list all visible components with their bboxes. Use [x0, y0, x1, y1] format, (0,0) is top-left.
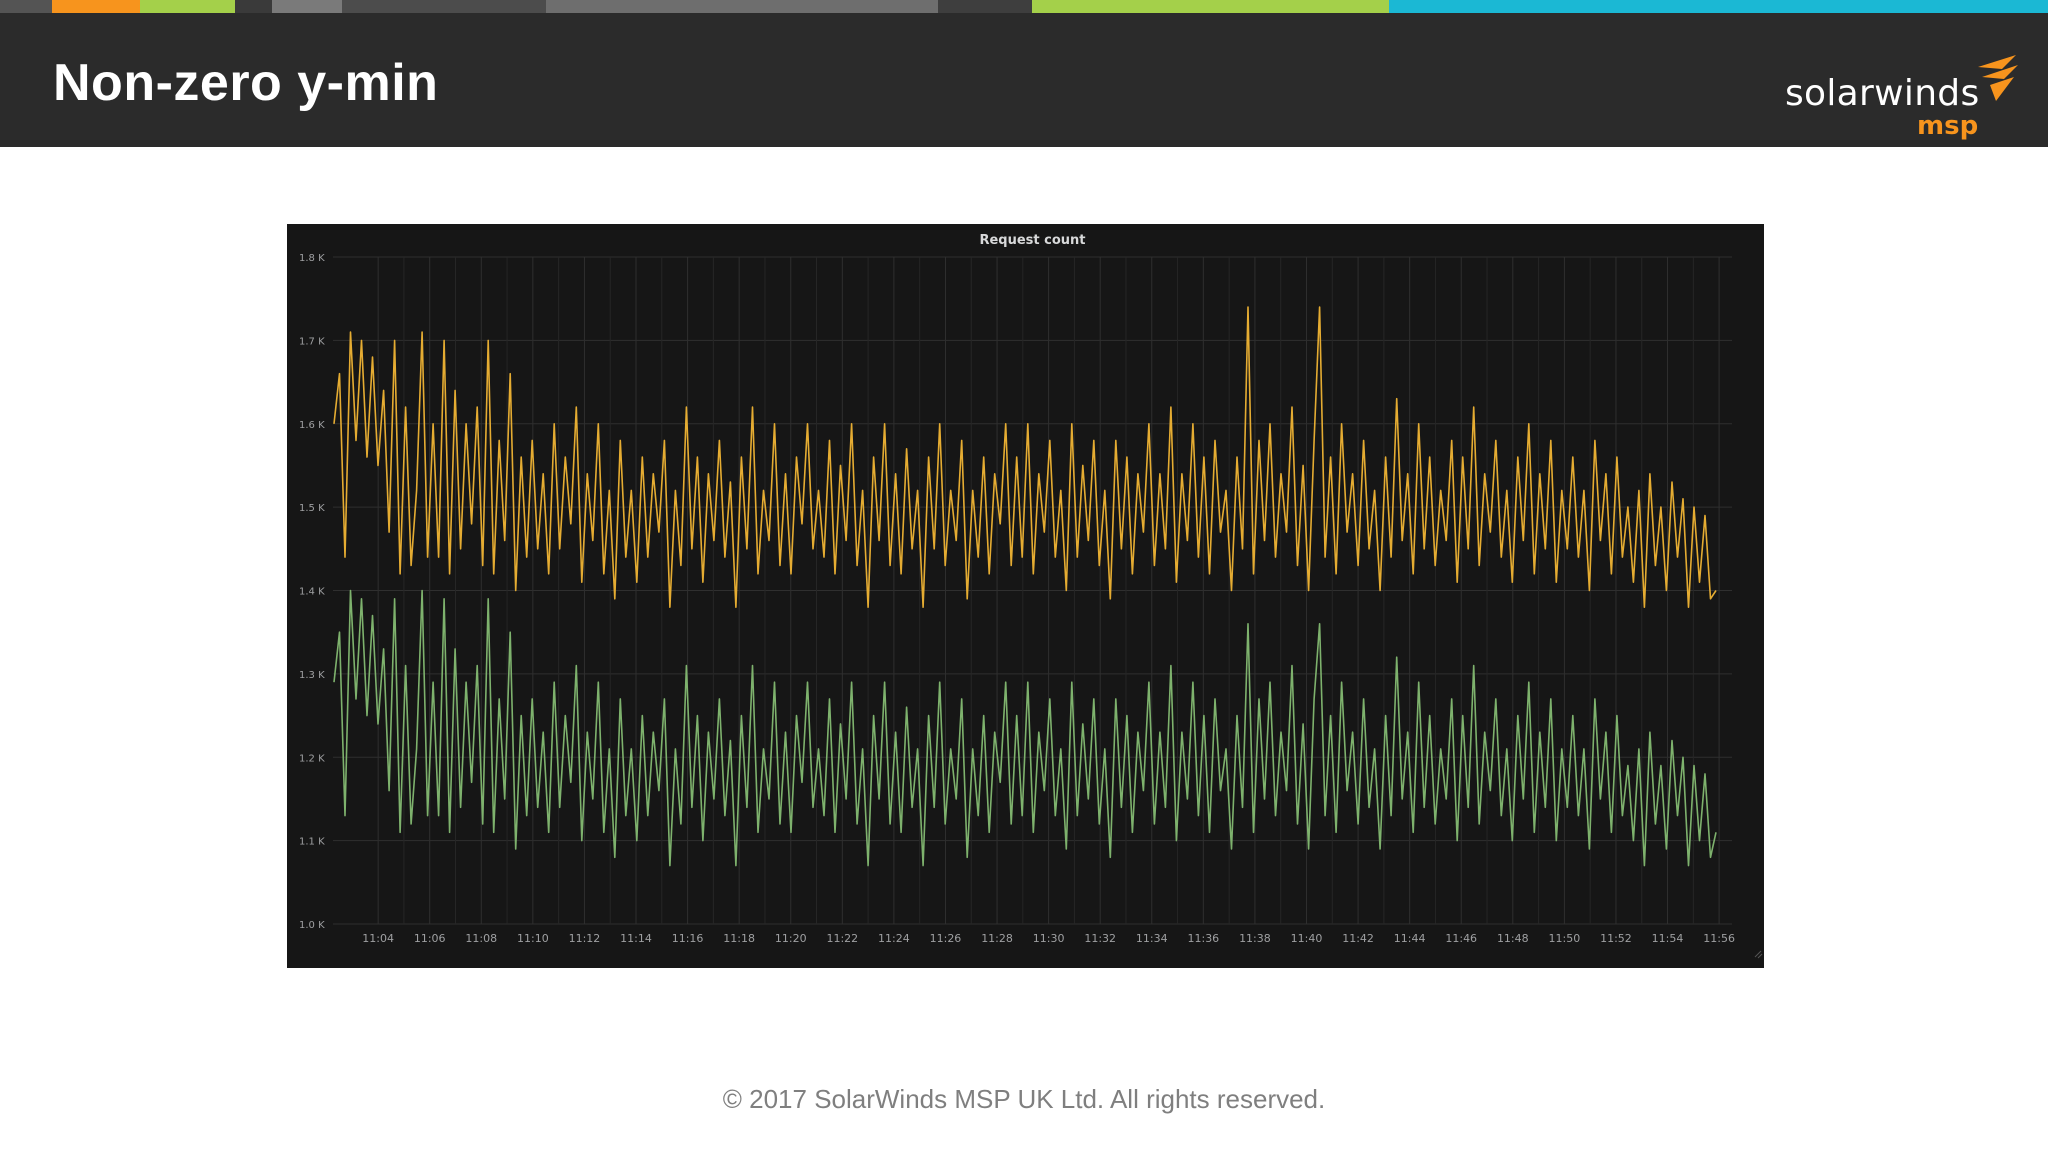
x-tick-label: 11:54 — [1652, 932, 1684, 945]
slide-title: Non-zero y-min — [53, 54, 439, 112]
accent-segment — [1032, 0, 1389, 13]
x-tick-label: 11:34 — [1136, 932, 1168, 945]
x-tick-label: 11:44 — [1394, 932, 1426, 945]
logo-wordmark: solarwinds — [1785, 73, 1980, 114]
series-line-1 — [333, 306, 1717, 609]
x-tick-label: 11:30 — [1033, 932, 1065, 945]
x-tick-label: 11:52 — [1600, 932, 1632, 945]
accent-segment — [546, 0, 938, 13]
x-tick-label: 11:08 — [465, 932, 497, 945]
chart-title: Request count — [979, 233, 1085, 248]
x-tick-label: 11:46 — [1445, 932, 1477, 945]
y-tick-label: 1.6 K — [299, 420, 325, 431]
slide-header: Non-zero y-min solarwinds msp — [0, 13, 2048, 147]
accent-segment — [342, 0, 546, 13]
y-tick-label: 1.0 K — [299, 920, 325, 931]
x-tick-label: 11:32 — [1084, 932, 1116, 945]
copyright-footer: © 2017 SolarWinds MSP UK Ltd. All rights… — [722, 1084, 1326, 1114]
x-tick-label: 11:06 — [414, 932, 446, 945]
x-tick-label: 11:26 — [930, 932, 962, 945]
logo-msp-label: msp — [1917, 111, 1979, 141]
x-tick-label: 11:12 — [569, 932, 601, 945]
y-tick-label: 1.2 K — [299, 753, 325, 764]
request-count-chart: Request count 1.0 K 1.1 K 1.2 K 1.3 K 1.4 K 1.… — [299, 233, 1763, 959]
x-tick-label: 11:36 — [1187, 932, 1219, 945]
x-tick-label: 11:24 — [878, 932, 910, 945]
x-tick-label: 11:50 — [1549, 932, 1581, 945]
accent-segment — [272, 0, 342, 13]
x-tick-label: 11:28 — [981, 932, 1013, 945]
accent-color-bar — [0, 0, 2048, 13]
solarwinds-msp-logo: solarwinds msp — [1780, 41, 2020, 141]
x-tick-label: 11:48 — [1497, 932, 1529, 945]
chart-panel: Request count 1.0 K 1.1 K 1.2 K 1.3 K 1.4 K 1.… — [287, 224, 1764, 968]
x-tick-label: 11:10 — [517, 932, 549, 945]
x-tick-label: 11:56 — [1703, 932, 1735, 945]
y-tick-label: 1.8 K — [299, 253, 325, 264]
accent-segment — [938, 0, 1032, 13]
x-tick-label: 11:04 — [362, 932, 394, 945]
x-tick-label: 11:16 — [672, 932, 704, 945]
accent-segment — [52, 0, 140, 13]
accent-segment — [140, 0, 235, 13]
accent-segment — [235, 0, 272, 13]
y-tick-label: 1.3 K — [299, 670, 325, 681]
y-tick-label: 1.5 K — [299, 503, 325, 514]
solarwinds-flame-icon — [1978, 55, 2018, 101]
x-tick-label: 11:38 — [1239, 932, 1271, 945]
x-tick-label: 11:20 — [775, 932, 807, 945]
accent-segment — [1389, 0, 2048, 13]
series-line-2 — [333, 589, 1717, 867]
y-tick-label: 1.1 K — [299, 837, 325, 848]
x-tick-label: 11:42 — [1342, 932, 1374, 945]
accent-segment — [0, 0, 52, 13]
x-tick-label: 11:14 — [620, 932, 652, 945]
x-tick-label: 11:22 — [826, 932, 858, 945]
y-tick-label: 1.7 K — [299, 336, 325, 347]
x-tick-label: 11:18 — [723, 932, 755, 945]
panel-resize-handle — [1754, 950, 1763, 959]
x-tick-label: 11:40 — [1291, 932, 1323, 945]
y-tick-label: 1.4 K — [299, 587, 325, 598]
